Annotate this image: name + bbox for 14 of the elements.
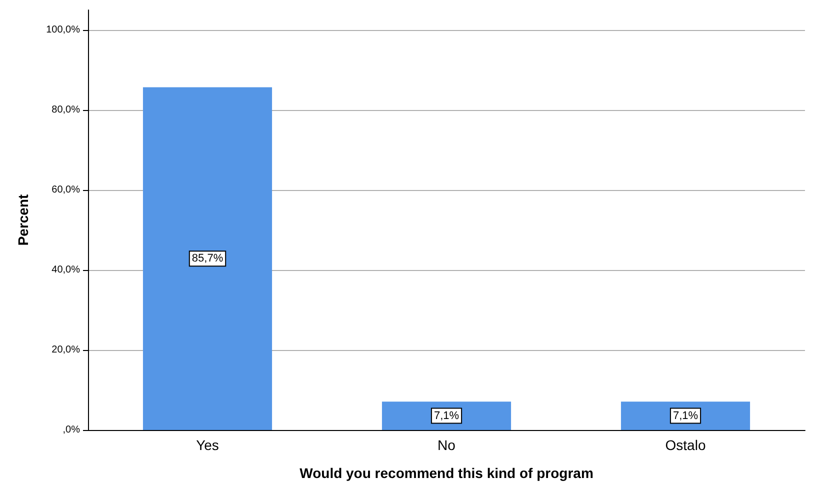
y-tick-label: 100,0%: [46, 24, 80, 36]
y-tick-label: ,0%: [62, 424, 80, 436]
y-tick-label: 80,0%: [52, 104, 80, 116]
data-label: 85,7%: [192, 252, 224, 265]
y-tick-label: 20,0%: [52, 344, 80, 356]
data-label: 7,1%: [672, 410, 698, 422]
x-tick-label: Yes: [196, 437, 219, 453]
x-tick-label: No: [438, 437, 456, 453]
y-axis-title: Percent: [15, 194, 31, 246]
y-tick-label: 40,0%: [52, 264, 80, 276]
x-axis-title: Would you recommend this kind of program: [300, 465, 594, 481]
data-label: 7,1%: [434, 410, 460, 422]
x-tick-label: Ostalo: [665, 437, 706, 453]
y-tick-label: 60,0%: [52, 184, 80, 196]
